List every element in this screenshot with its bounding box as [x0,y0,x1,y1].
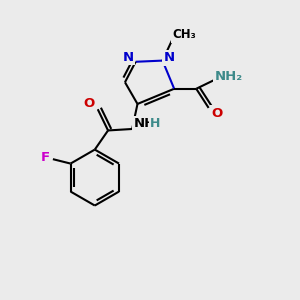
Text: H: H [150,117,160,130]
Text: O: O [211,107,223,120]
Text: F: F [41,151,50,164]
Text: NH: NH [134,117,156,130]
Text: CH₃: CH₃ [172,28,196,41]
Text: NH₂: NH₂ [214,70,243,83]
Text: N: N [123,51,134,64]
Text: N: N [164,51,175,64]
Text: O: O [84,97,95,110]
